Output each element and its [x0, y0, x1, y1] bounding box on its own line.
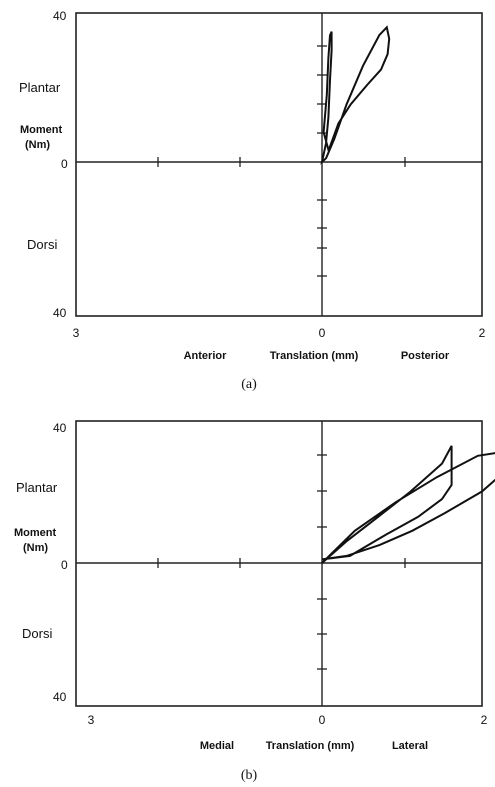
x-right-label: 2	[481, 713, 488, 727]
y-axis-title: Moment	[14, 527, 57, 539]
y-bottom-label: 40	[53, 690, 67, 704]
chart-b: 40 Plantar Moment (Nm) 0 Dorsi 40 3 0 2 …	[14, 420, 495, 783]
x-left-label: 3	[73, 326, 80, 340]
x-right-label: 2	[479, 326, 486, 340]
y-upper-side-label: Plantar	[19, 80, 61, 95]
y-bottom-label: 40	[53, 306, 67, 320]
y-top-label: 40	[53, 9, 67, 23]
axis-ticks	[157, 45, 406, 277]
x-right-side-label: Lateral	[392, 740, 428, 752]
data-curve	[321, 445, 495, 564]
x-right-side-label: Posterior	[401, 350, 450, 362]
y-lower-side-label: Dorsi	[27, 237, 57, 252]
y-axis-unit: (Nm)	[25, 139, 50, 151]
plot-frame	[75, 12, 483, 317]
y-zero-label: 0	[61, 558, 68, 572]
figure-caption: (a)	[241, 377, 257, 392]
x-left-side-label: Medial	[200, 740, 234, 752]
x-left-label: 3	[88, 713, 95, 727]
y-zero-label: 0	[61, 157, 68, 171]
x-axis-title: Translation (mm)	[270, 350, 359, 362]
x-left-side-label: Anterior	[184, 350, 228, 362]
x-zero-label: 0	[319, 326, 326, 340]
y-lower-side-label: Dorsi	[22, 626, 52, 641]
data-curve	[320, 25, 391, 165]
y-axis-unit: (Nm)	[23, 542, 48, 554]
figure-caption: (b)	[241, 768, 258, 783]
x-zero-label: 0	[319, 713, 326, 727]
x-axis-title: Translation (mm)	[266, 740, 355, 752]
y-top-label: 40	[53, 421, 67, 435]
axis-ticks	[157, 454, 406, 670]
chart-a: 40 Plantar Moment (Nm) 0 Dorsi 40 3 0 2 …	[19, 9, 486, 392]
y-axis-title: Moment	[20, 124, 63, 136]
y-upper-side-label: Plantar	[16, 480, 58, 495]
